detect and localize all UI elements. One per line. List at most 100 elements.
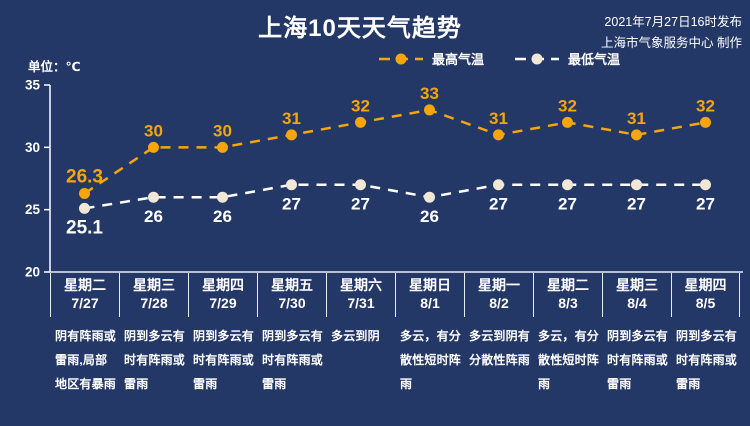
high-temp-point: [700, 116, 711, 128]
weather-description: 多云到阴有分散性阵雨: [469, 329, 531, 367]
high-temp-value-label: 33: [420, 84, 439, 103]
weekday-label: 星期四: [684, 277, 727, 293]
low-temp-line: [84, 183, 706, 210]
high-temp-point: [286, 129, 297, 141]
day-header-cell: 星期四 7/29: [188, 273, 257, 317]
high-temp-value-label: 32: [558, 96, 577, 115]
low-temp-point: [286, 179, 297, 191]
low-temp-value-label: 27: [282, 195, 301, 214]
low-temp-value-label: 26: [213, 207, 232, 226]
high-temp-value-label: 32: [351, 96, 370, 115]
low-temp-point: [355, 179, 366, 191]
weather-description: 阴到多云有时有阵雨或雷雨: [607, 329, 669, 391]
day-header-cell: 星期五 7/30: [257, 273, 326, 317]
weekday-label: 星期五: [271, 277, 313, 293]
page-title: 上海10天天气趋势: [258, 15, 462, 42]
high-temp-point: [493, 129, 504, 141]
date-label: 7/28: [140, 295, 168, 311]
forecast-table: 星期二 7/27 星期三 7/28 星期四 7/29 星期五 7/30 星期六 7/31 星期日 8/…: [50, 273, 740, 396]
low-temp-point: [217, 191, 228, 203]
release-author-line: 上海市气象服务中心 制作: [601, 36, 742, 50]
release-date-line: 2021年7月27日16时发布: [604, 15, 742, 29]
high-temp-line: [83, 108, 706, 195]
low-temp-point: [562, 179, 573, 191]
y-axis-tick-label: 20: [25, 265, 40, 280]
day-header-cell: 星期三 8/4: [602, 273, 671, 317]
high-temp-point: [148, 141, 159, 153]
y-axis-tick-label: 30: [25, 140, 40, 155]
day-header-cell: 星期三 7/28: [119, 273, 188, 317]
legend-item: 最高气温: [378, 49, 484, 68]
high-temp-point: [631, 129, 642, 141]
low-temp-point: [424, 191, 435, 203]
day-header-cell: 星期一 8/2: [464, 273, 533, 317]
low-temp-point: [493, 179, 504, 191]
legend-label: 最低气温: [568, 52, 621, 67]
weather-description: 阴到多云有时有阵雨或雷雨: [193, 329, 255, 391]
high-temp-point: [424, 104, 435, 116]
day-header-cell: 星期日 8/1: [395, 273, 464, 317]
date-label: 7/29: [209, 295, 237, 311]
high-temp-value-label: 30: [144, 121, 163, 140]
high-temp-point: [79, 187, 90, 199]
release-info: 2021年7月27日16时发布 上海市气象服务中心 制作: [601, 12, 742, 54]
date-label: 8/3: [558, 295, 578, 311]
date-label: 8/1: [420, 295, 440, 311]
high-temp-value-label: 31: [282, 109, 301, 128]
y-axis-tick-label: 35: [25, 78, 41, 93]
day-header-cell: 星期四 8/5: [671, 273, 740, 317]
legend-label: 最高气温: [432, 52, 485, 67]
date-label: 8/4: [627, 295, 647, 311]
low-temp-value-label: 26: [144, 207, 163, 226]
high-temp-value-label: 32: [696, 96, 715, 115]
table-weather-row: 阴有阵雨或雷雨,局部地区有暴雨 阴到多云有时有阵雨或雷雨 阴到多云有时有阵雨或雷雨阴…: [50, 317, 740, 396]
weather-description: 阴到多云有时有阵雨或雷雨: [676, 329, 738, 391]
high-temp-point: [355, 116, 366, 128]
low-temp-point: [631, 179, 642, 191]
low-temp-value-label: 25.1: [66, 217, 103, 238]
weekday-label: 星期日: [409, 277, 451, 293]
legend-item: 最低气温: [514, 49, 620, 68]
weather-description: 阴到多云有时有阵雨或雷雨: [262, 329, 324, 391]
high-temp-value-label: 30: [213, 121, 232, 140]
high-temp-point: [562, 116, 573, 128]
chart-legend: 最高气温 最低气温: [378, 49, 620, 68]
weekday-label: 星期六: [340, 277, 382, 293]
weather-description: 多云，有分散性短时阵雨: [400, 329, 462, 391]
low-temp-point: [79, 202, 90, 214]
weather-description: 阴到多云有时有阵雨或雷雨: [124, 329, 186, 391]
weekday-label: 星期三: [616, 277, 658, 293]
low-temp-value-label: 27: [627, 195, 646, 214]
day-header-cell: 星期六 7/31: [326, 273, 395, 317]
date-label: 7/31: [347, 295, 375, 311]
low-temp-value-label: 27: [351, 195, 370, 214]
weather-description: 阴有阵雨或雷雨,局部地区有暴雨: [55, 329, 117, 391]
temperature-chart: 35 30 25 20 26.3 30 30 31 32 33 31 32 31 32 25.1 26 26 27…: [25, 78, 743, 280]
day-header-cell: 星期二 7/27: [50, 273, 119, 317]
high-temp-value-label: 26.3: [66, 166, 103, 187]
weather-description: 多云到阴: [331, 329, 380, 343]
weekday-label: 星期三: [133, 277, 175, 293]
weather-description: 多云，有分散性短时阵雨: [538, 329, 600, 391]
weekday-label: 星期二: [64, 277, 106, 293]
high-temp-value-label: 31: [489, 109, 508, 128]
low-temp-point: [700, 179, 711, 191]
date-label: 7/27: [71, 295, 99, 311]
low-temp-value-label: 27: [489, 195, 508, 214]
low-temp-value-label: 27: [558, 195, 577, 214]
date-label: 8/5: [695, 295, 716, 311]
unit-label: 单位：℃: [28, 60, 81, 74]
legend-marker-icon: [515, 53, 560, 64]
day-header-cell: 星期二 8/3: [533, 273, 602, 317]
weekday-label: 星期一: [478, 277, 520, 293]
y-axis-tick-label: 25: [25, 202, 41, 217]
low-temp-value-label: 27: [696, 195, 715, 214]
low-temp-point: [148, 191, 159, 203]
weekday-label: 星期四: [202, 277, 244, 293]
low-temp-value-label: 26: [420, 207, 439, 226]
high-temp-point: [217, 141, 228, 153]
weekday-label: 星期二: [547, 277, 589, 293]
table-header-row: 星期二 7/27 星期三 7/28 星期四 7/29 星期五 7/30 星期六 7/31 星期日 8/…: [50, 273, 740, 317]
legend-marker-icon: [379, 53, 423, 64]
